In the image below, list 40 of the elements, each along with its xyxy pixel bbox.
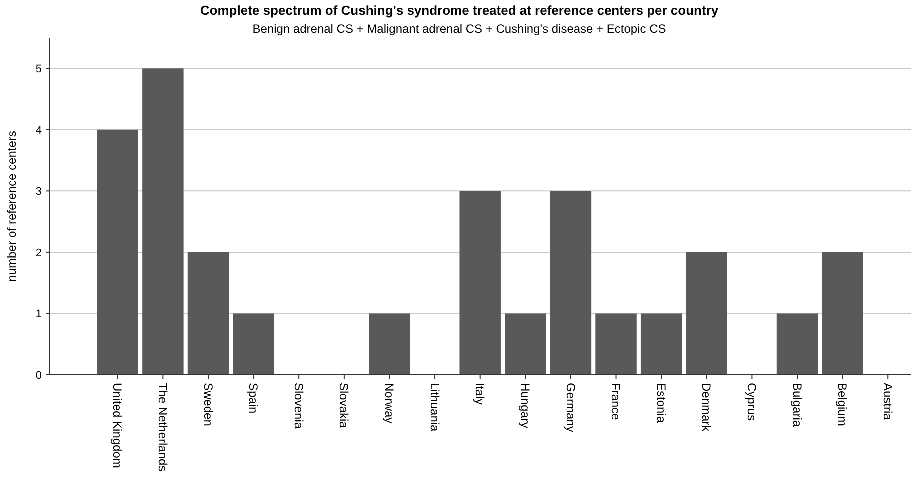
x-tick-label: Slovakia — [337, 383, 352, 429]
x-tick-label: Hungary — [518, 383, 532, 428]
x-tick-label: Bulgaria — [790, 383, 804, 428]
x-tick-label: Belgium — [836, 383, 850, 426]
x-tick-label: France — [609, 383, 624, 421]
x-tick-label: Spain — [246, 383, 261, 414]
x-tick-label: Slovenia — [292, 383, 306, 430]
x-tick-label: The Netherlands — [156, 383, 170, 472]
x-tick-label: Norway — [382, 383, 397, 424]
x-tick-label: Cyprus — [744, 383, 759, 422]
bar — [97, 130, 138, 375]
bar — [505, 314, 546, 375]
x-tick-label: Sweden — [201, 383, 216, 426]
bar — [822, 252, 864, 375]
y-tick-label: 2 — [36, 247, 42, 260]
bar — [776, 314, 818, 375]
bar — [550, 191, 592, 375]
x-tick-label: Italy — [473, 383, 488, 406]
chart-subtitle: Benign adrenal CS + Malignant adrenal CS + Cushing's disease + Ectopic CS — [252, 22, 666, 36]
bar — [686, 252, 728, 375]
y-axis-title: number of reference centers — [5, 131, 19, 282]
bar — [188, 252, 230, 375]
y-tick-label: 0 — [36, 370, 42, 382]
y-tick-label: 1 — [36, 308, 42, 321]
chart-title: Complete spectrum of Cushing's syndrome treated at reference centers per country — [200, 3, 720, 18]
x-tick-label: United Kingdom — [110, 383, 125, 468]
y-tick-label: 3 — [36, 186, 42, 198]
x-tick-label: Lithuania — [428, 383, 442, 432]
bar — [369, 314, 410, 375]
x-tick-label: Austria — [880, 383, 895, 421]
y-tick-label: 4 — [36, 124, 42, 137]
x-tick-label: Germany — [564, 383, 578, 432]
x-tick-label: Denmark — [700, 383, 714, 433]
bar — [142, 68, 184, 375]
y-tick-label: 5 — [36, 63, 42, 76]
bar — [640, 314, 682, 375]
x-tick-label: Estonia — [654, 383, 668, 424]
bar — [233, 314, 274, 375]
bar — [460, 191, 501, 375]
bar — [596, 314, 637, 375]
